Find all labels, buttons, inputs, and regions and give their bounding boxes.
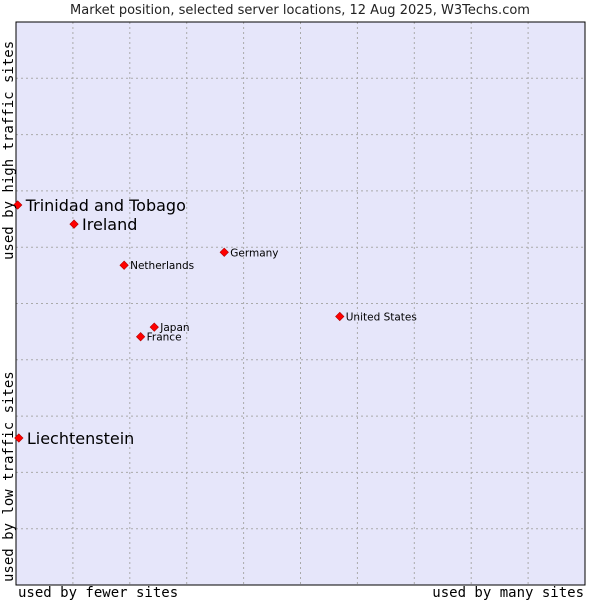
y-axis-label-bottom: used by low traffic sites bbox=[1, 371, 17, 582]
data-point-liechtenstein bbox=[14, 433, 24, 443]
data-point-netherlands bbox=[119, 260, 129, 270]
data-label-liechtenstein: Liechtenstein bbox=[27, 429, 134, 448]
data-label-ireland: Ireland bbox=[82, 215, 137, 234]
data-label-netherlands: Netherlands bbox=[130, 260, 194, 272]
data-point-germany bbox=[219, 247, 229, 257]
x-axis-label-right: used by many sites bbox=[432, 585, 584, 600]
data-label-france: France bbox=[147, 332, 182, 344]
data-point-france bbox=[135, 332, 146, 342]
x-axis-label-left: used by fewer sites bbox=[18, 585, 178, 600]
data-point-japan bbox=[149, 322, 159, 332]
data-label-japan: Japan bbox=[159, 322, 189, 334]
data-point-trinidad-and-tobago bbox=[13, 200, 23, 210]
y-axis-label-top: used by high traffic sites bbox=[1, 41, 17, 260]
plot-frame bbox=[15, 21, 586, 586]
data-label-united-states: United States bbox=[346, 311, 417, 323]
data-point-united-states bbox=[335, 311, 345, 322]
chart-title: Market position, selected server locatio… bbox=[70, 3, 530, 18]
grid-lines bbox=[16, 22, 585, 585]
data-label-germany: Germany bbox=[230, 247, 278, 259]
data-label-trinidad-and-tobago: Trinidad and Tobago bbox=[25, 196, 186, 215]
data-point-ireland bbox=[69, 219, 79, 229]
